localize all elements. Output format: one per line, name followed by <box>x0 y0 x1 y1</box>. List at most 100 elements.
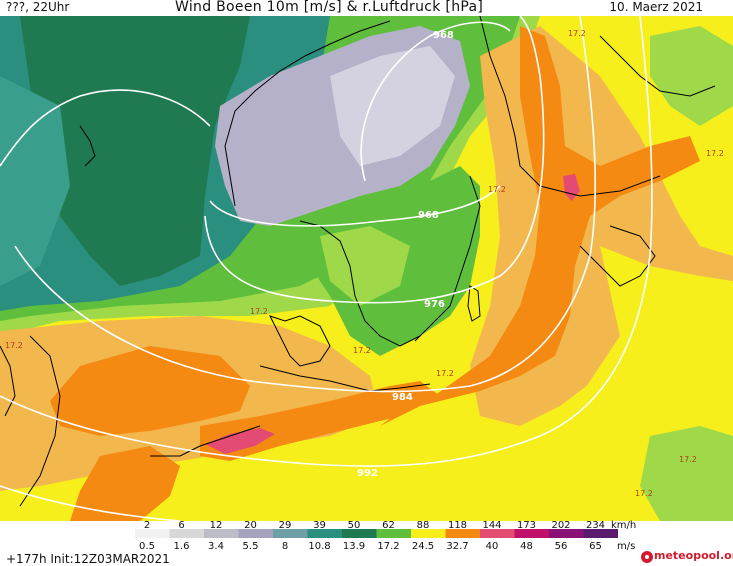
gust-value-label: 17.2 <box>568 29 586 38</box>
scale-swatch <box>480 529 515 538</box>
wind-field-pink-finland <box>563 174 580 201</box>
isobar-lower-left <box>0 485 181 521</box>
scale-swatch <box>445 529 480 538</box>
ms-scale-label: 3.4 <box>208 541 224 552</box>
ms-scale-label: 13.9 <box>342 541 366 552</box>
isobar-label: 968 <box>418 210 439 221</box>
scale-swatch <box>204 529 239 538</box>
kmh-scale-label: 118 <box>447 520 468 531</box>
scale-swatch <box>135 529 170 538</box>
coastline-shetland <box>79 125 96 167</box>
isobar-984 <box>14 16 596 393</box>
date-label: 10. Maerz 2021 <box>609 0 703 14</box>
gust-value-label: 17.2 <box>436 369 454 378</box>
run-info: +177h Init:12Z03MAR2021 <box>6 552 170 566</box>
isobar-upper-left <box>0 89 211 167</box>
wind-field-orange-baltic <box>380 26 700 426</box>
ms-unit: m/s <box>617 541 636 552</box>
coastline-finland-north <box>599 35 716 97</box>
scale-swatch <box>376 529 411 538</box>
scale-swatch <box>583 529 618 538</box>
kmh-scale-label: 62 <box>382 520 395 531</box>
scale-swatch <box>514 529 549 538</box>
coastline-norway <box>224 20 391 207</box>
kmh-scale-label: 202 <box>551 520 571 531</box>
coastlines <box>0 16 716 507</box>
isobar-976 <box>204 16 545 304</box>
scale-swatch <box>307 529 342 538</box>
legend-footer: 2 6 12 20 29 39 50 62 88 118 144 173 202 234 0.5 1.6 3.… <box>0 520 733 566</box>
isobar-968-north <box>360 21 511 182</box>
ms-scale-label: 10.8 <box>308 541 331 552</box>
kmh-scale-label: 20 <box>244 520 257 531</box>
ms-scale-label: 5.5 <box>242 541 259 552</box>
isobar-labels: 968 968 976 984 992 <box>357 30 454 479</box>
scale-swatch <box>342 529 377 538</box>
color-scale-bar <box>135 529 618 538</box>
scale-swatch <box>169 529 204 538</box>
kmh-unit: km/h <box>611 520 637 531</box>
kmh-scale-label: 234 <box>585 520 606 531</box>
logo-text: meteopool.org <box>654 549 733 562</box>
gust-value-label: 17.2 <box>353 346 371 355</box>
weather-map: 968 968 976 984 992 17.2 17.2 17.2 17.2 … <box>0 16 733 521</box>
gust-value-label: 17.2 <box>706 149 724 158</box>
kmh-scale-label: 88 <box>416 520 430 531</box>
kmh-scale-label: 12 <box>209 520 223 531</box>
coastline-gotland <box>467 285 481 322</box>
ms-scale-label: 48 <box>520 541 533 552</box>
ms-scale-label: 17.2 <box>377 541 400 552</box>
ms-scale-label: 40 <box>485 541 499 552</box>
kmh-scale-label: 39 <box>313 520 326 531</box>
ms-scale-label: 24.5 <box>411 541 435 552</box>
ms-scale-label: 8 <box>281 541 289 552</box>
wind-field-green-east <box>650 26 733 126</box>
isobar-992 <box>0 16 653 467</box>
coastline-netherlands <box>150 425 261 457</box>
scale-swatch <box>273 529 308 538</box>
gust-value-label: 17.2 <box>250 307 268 316</box>
coastline-germany <box>259 365 431 392</box>
isobar-label: 984 <box>392 392 413 403</box>
isobar-label: 976 <box>424 299 445 310</box>
gust-value-label: 17.2 <box>635 489 653 498</box>
isobar-label: 992 <box>357 468 378 479</box>
valid-time-label: ???, 22Uhr <box>6 0 70 14</box>
gust-value-label: 17.2 <box>488 185 506 194</box>
map-title: Wind Boeen 10m [m/s] & r.Luftdruck [hPa] <box>175 0 484 15</box>
scale-swatch <box>411 529 446 538</box>
isobars <box>0 16 653 521</box>
wind-field-pink-netherlands <box>205 428 275 454</box>
isobar-label: 968 <box>433 30 454 41</box>
ms-scale-label: 1.6 <box>173 541 190 552</box>
value-labels: 17.2 17.2 17.2 17.2 17.2 17.2 17.2 17.2 … <box>5 29 724 498</box>
coastline-ireland <box>0 345 16 417</box>
coastline-britain <box>19 335 61 507</box>
scale-swatch <box>549 529 584 538</box>
ms-scale-label: 32.7 <box>446 541 469 552</box>
coastline-denmark <box>269 315 331 367</box>
kmh-scale-label: 2 <box>143 520 151 531</box>
ms-scale-label: 56 <box>554 541 568 552</box>
coastline-sweden-east <box>414 175 481 342</box>
kmh-scale-label: 144 <box>482 520 502 531</box>
kmh-scale-label: 6 <box>178 520 185 531</box>
header-bar: ???, 22Uhr Wind Boeen 10m [m/s] & r.Luft… <box>0 0 733 16</box>
ms-scale-label: 65 <box>589 541 602 552</box>
scale-swatch <box>238 529 273 538</box>
coastline-baltic-east <box>579 225 656 287</box>
logo-icon <box>641 551 653 563</box>
coastline-sweden-west <box>299 220 421 347</box>
isobar-968-south <box>209 185 501 227</box>
kmh-scale-label: 173 <box>516 520 537 531</box>
wind-field-green-southeast <box>640 426 733 521</box>
wind-field-dark-green <box>20 16 250 286</box>
kmh-scale-label: 29 <box>278 520 292 531</box>
kmh-scale-label: 50 <box>347 520 361 531</box>
wind-field-orange-south <box>50 346 250 436</box>
meteopool-logo[interactable]: meteopool.org <box>640 549 733 565</box>
gust-value-label: 17.2 <box>5 341 23 350</box>
gust-value-label: 17.2 <box>679 455 697 464</box>
ms-scale-label: 0.5 <box>139 541 155 552</box>
wind-field-orange-france <box>70 446 180 521</box>
